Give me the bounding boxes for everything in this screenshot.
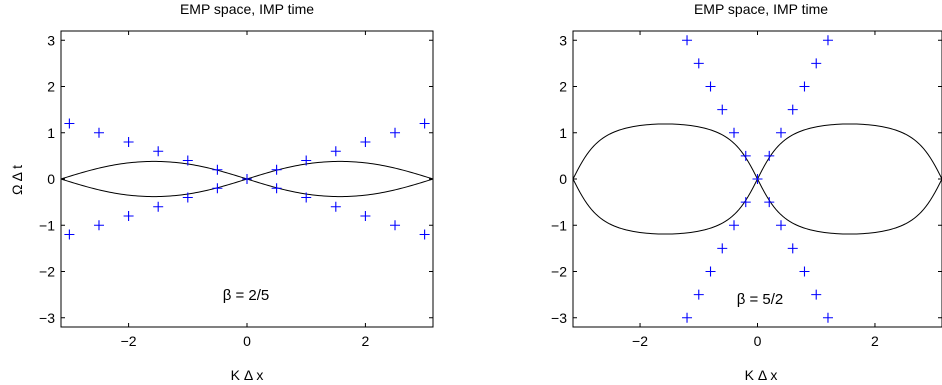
left-chart: EMP space, IMP time K Δ x Ω Δ t β = 2/5 … [9, 1, 434, 383]
right-chart-xtick-label: 2 [871, 333, 879, 349]
right-chart-ytick-label: 2 [559, 79, 567, 95]
right-chart-ytick-label: −2 [551, 264, 567, 280]
left-chart-plus-marker [330, 146, 341, 157]
left-chart-ytick-label: 1 [47, 125, 55, 141]
right-chart-plus-marker [705, 81, 716, 92]
right-chart-ytick-label: −3 [551, 310, 567, 326]
left-chart-plus-marker [360, 137, 371, 147]
right-chart-plus-marker [764, 150, 775, 161]
left-chart-plus-marker [419, 118, 430, 129]
right-chart-title: EMP space, IMP time [694, 1, 828, 17]
right-chart-xlabel: K Δ x [745, 367, 778, 383]
left-chart-plus-marker [64, 118, 75, 129]
right-chart-ytick-label: 1 [559, 125, 567, 141]
right-chart-plus-marker [693, 289, 704, 300]
left-chart-plus-marker [153, 201, 164, 212]
left-chart-ytick-label: 2 [47, 79, 55, 95]
right-chart-plus-marker [811, 289, 822, 300]
right-chart-plus-marker [740, 197, 751, 208]
left-chart-plus-marker [64, 229, 75, 240]
right-chart-plus-marker [775, 220, 786, 231]
right-chart-plus-marker [822, 35, 833, 46]
left-chart-plus-marker [419, 229, 430, 240]
right-chart-plus-marker [752, 174, 763, 184]
left-chart-ytick-label: −1 [39, 217, 55, 233]
left-chart-plus-marker [390, 127, 401, 138]
right-chart-plus-marker [729, 220, 740, 231]
left-chart-title: EMP space, IMP time [180, 1, 314, 17]
right-chart-plus-marker [799, 81, 810, 92]
right-chart-plus-marker [705, 266, 716, 277]
right-chart-plus-marker [693, 58, 704, 69]
left-chart-plus-marker [93, 127, 104, 138]
right-chart-plus-marker [799, 266, 810, 277]
left-chart-plus-marker [390, 220, 401, 231]
left-chart-plus-marker [242, 174, 252, 184]
right-chart-plus-marker [787, 243, 798, 254]
right-chart-plus-marker [787, 104, 798, 115]
left-chart-ylabel: Ω Δ t [9, 165, 25, 195]
left-chart-xtick-label: 0 [243, 333, 251, 349]
left-chart-xlabel: K Δ x [231, 367, 264, 383]
right-chart-plus-marker [682, 35, 693, 46]
left-chart-plus-marker [271, 164, 282, 175]
right-chart-plus-marker [717, 104, 728, 115]
right-chart-plus-marker [811, 58, 822, 69]
left-chart-plus-marker [182, 155, 193, 166]
left-chart-plus-marker [360, 211, 371, 221]
left-chart-annotation: β = 2/5 [223, 287, 270, 304]
left-chart-ytick-label: −3 [39, 310, 55, 326]
right-chart-ytick-label: −1 [551, 217, 567, 233]
left-chart-plus-marker [212, 164, 223, 175]
left-chart-plus-marker [301, 192, 312, 203]
left-chart-plus-marker [330, 201, 341, 212]
left-chart-plus-marker [123, 211, 134, 221]
right-chart-xtick-label: −2 [632, 333, 648, 349]
right-chart-plus-marker [764, 197, 775, 208]
right-chart-plus-marker [717, 243, 728, 254]
left-chart-plus-marker [123, 137, 134, 147]
left-chart-ytick-label: 0 [47, 171, 55, 187]
right-chart-plus-marker [740, 150, 751, 161]
left-chart-plus-marker [182, 192, 193, 203]
left-chart-plus-marker [153, 146, 164, 157]
left-chart-ytick-label: 3 [47, 32, 55, 48]
left-chart-plus-marker [93, 220, 104, 231]
right-chart-ytick-label: 3 [559, 32, 567, 48]
right-chart-plus-marker [822, 312, 833, 323]
left-chart-plus-marker [301, 155, 312, 166]
left-chart-xtick-label: 2 [362, 333, 370, 349]
right-chart-xtick-label: 0 [754, 333, 762, 349]
right-chart-plus-marker [775, 127, 786, 138]
right-chart-plus-marker [682, 312, 693, 323]
right-chart-annotation: β = 5/2 [737, 291, 784, 308]
left-chart-ytick-label: −2 [39, 264, 55, 280]
left-chart-plus-marker [271, 183, 282, 194]
left-chart-plus-marker [212, 183, 223, 194]
right-chart: EMP space, IMP time K Δ x β = 5/2 −2 0 2 3 2… [551, 1, 942, 383]
right-chart-ytick-label: 0 [559, 171, 567, 187]
left-chart-xtick-label: −2 [121, 333, 137, 349]
right-chart-plus-marker [729, 127, 740, 138]
